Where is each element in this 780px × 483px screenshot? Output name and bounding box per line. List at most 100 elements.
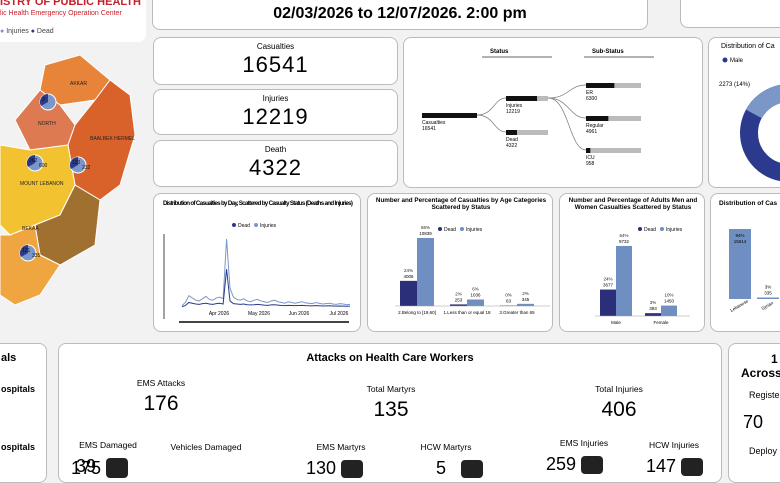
stat-icon (581, 456, 603, 474)
bar-percent: 2% (455, 291, 462, 296)
bar-value: 63 (506, 299, 512, 304)
line-series (182, 269, 350, 306)
stat-value: 5 (421, 458, 461, 479)
stat-icon (461, 460, 483, 478)
age-chart-panel: Number and Percentage of Casualties by A… (367, 193, 553, 332)
connector (548, 85, 586, 98)
region-pie-label: 600 (39, 163, 48, 169)
legend-dot (438, 227, 442, 231)
legend-dot (232, 223, 236, 227)
x-tick-label: 3.Greater than 65 (499, 310, 535, 315)
stat-value: 406 (579, 398, 659, 422)
stat-icon (341, 460, 363, 478)
title-box: Number and Percentage of Adults Men and … (564, 197, 702, 225)
bar-value: 3677 (603, 283, 614, 288)
region-pie-label: 133 (72, 160, 81, 166)
bar-percent: 24% (603, 277, 612, 282)
bar-value: 393 (649, 306, 657, 311)
panel-item: ospitals (1, 442, 35, 452)
x-tick-label: Male (611, 320, 621, 325)
bar-value: 1036 (470, 293, 481, 298)
tree-node-value: 16541 (422, 126, 436, 132)
tree-bar-bg (586, 148, 641, 153)
top-right-panel (680, 0, 780, 28)
header-subtitle: lic Health Emergency Operation Center (0, 10, 122, 17)
kpi-label: Injuries (154, 94, 397, 103)
stat-icon (106, 460, 128, 478)
stat-label: HCW Injuries (634, 440, 714, 450)
tree-bar (586, 83, 614, 88)
legend-dot (638, 227, 642, 231)
x-tick-label: 2.Belong to [19,60] (398, 310, 436, 315)
tree-bar (586, 148, 590, 153)
stat-label: Total Martyrs (351, 384, 431, 394)
tree-header: Sub-Status (592, 49, 624, 55)
legend-dot (254, 223, 258, 227)
x-tick-label: Apr 2026 (209, 311, 230, 317)
pie-title: Distribution of Ca (721, 43, 775, 50)
tree-bar (506, 96, 537, 101)
chart-svg: Number and Percentage of Casualties by A… (368, 194, 553, 332)
legend-item: Injuries (466, 227, 483, 233)
stat-value: 147 (641, 456, 681, 477)
panel-item-label: Deploy (749, 446, 777, 456)
panel-title: Across (741, 366, 780, 380)
kpi-value: 12219 (154, 104, 397, 130)
bar-percent: 24% (404, 268, 413, 273)
panel-title: 1 (771, 352, 778, 366)
kpi-label: Death (154, 145, 397, 154)
legend-dot: ● (0, 28, 4, 35)
legend-item: Injuries (6, 28, 29, 35)
stat-value: 175 (66, 458, 106, 479)
bar-percent: 0% (505, 293, 512, 298)
pie-label: 2273 (14%) (719, 82, 750, 88)
stat-label: EMS Attacks (121, 378, 201, 388)
legend-item: Dead (37, 28, 54, 35)
stat-value: 176 (121, 392, 201, 416)
daily-chart-panel: Distribution of Casualties by Day, Scatt… (153, 193, 361, 332)
x-tick-label: Jul 2026 (330, 311, 349, 317)
stat-label: HCW Martyrs (406, 442, 486, 452)
bar-value: 10839 (419, 231, 432, 236)
bar-percent: 94% (735, 233, 744, 238)
connector (477, 98, 506, 115)
kpi-label: Casualties (154, 42, 397, 51)
region-pie-label: 232 (82, 165, 91, 171)
region-pie-label: 2 (42, 97, 45, 103)
bar-percent: 3% (650, 300, 657, 305)
region-pie-label: 335 (32, 253, 41, 259)
bar-percent: 6% (472, 287, 479, 292)
x-tick-label: 1.Less than or equal 18 (443, 310, 491, 315)
legend-dot (660, 227, 664, 231)
stat-icon (681, 458, 703, 476)
chart-svg: Distribution of Casualties by Day, Scatt… (154, 194, 361, 332)
bar-percent: 66% (421, 225, 430, 230)
legend-item: Dead (238, 223, 250, 229)
connector (548, 98, 586, 118)
dashboard: ISTRY OF PUBLIC HEALTH lic Health Emerge… (0, 0, 780, 470)
x-tick-label: Jun 2026 (289, 311, 310, 317)
kpi-value: 16541 (154, 52, 397, 78)
region-label: BAALBEK HERMEL (90, 136, 135, 142)
bar-value: 9732 (619, 239, 630, 244)
legend-dot (460, 227, 464, 231)
bar-percent: 10% (664, 293, 673, 298)
region-label: MOUNT LEBANON (20, 181, 64, 187)
date-panel: 02/03/2026 to 12/07/2026. 2:00 pm (152, 0, 648, 30)
tree-bar (506, 130, 517, 135)
bar (467, 300, 484, 306)
bar-value: 1450 (664, 299, 675, 304)
header-title: ISTRY OF PUBLIC HEALTH (0, 0, 141, 8)
bar (517, 304, 534, 306)
region-label: NORTH (38, 121, 56, 127)
stat-label: EMS Damaged (68, 440, 148, 450)
tree-header: Status (490, 49, 509, 55)
